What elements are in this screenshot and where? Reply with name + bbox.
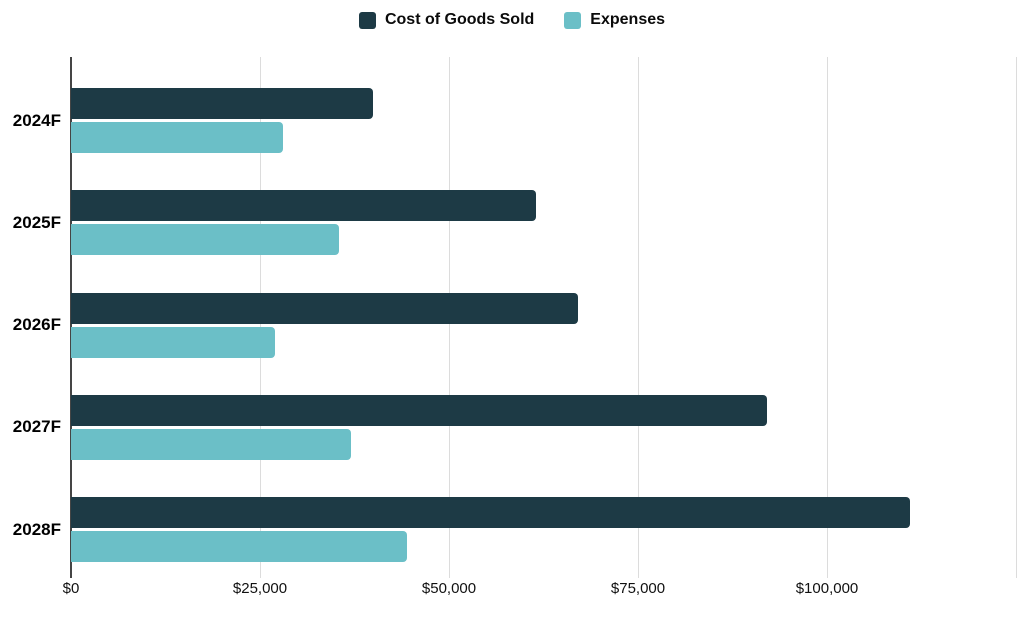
category-label: 2024F [12, 110, 61, 130]
bar-cost-of-goods-sold [71, 497, 911, 529]
bar-cost-of-goods-sold [71, 88, 374, 120]
bar-expenses [71, 428, 351, 460]
bars-container: 2024F [13, 88, 1016, 154]
bar-expenses [71, 326, 276, 358]
x-axis: $0 $25,000 $50,000 $75,000 $100,000 [63, 580, 1016, 604]
legend-label: Expenses [590, 11, 666, 28]
x-axis-label: $75,000 [610, 580, 666, 597]
bar-group: 2027F [13, 364, 1016, 466]
bars-container: 2027F [13, 394, 1016, 460]
bar-group: 2025F [13, 159, 1016, 261]
category-label: 2025F [12, 212, 61, 232]
bar-expenses [71, 122, 283, 154]
bar-group: 2026F [13, 261, 1016, 363]
bars-container: 2026F [13, 292, 1016, 358]
bar-group: 2028F [13, 466, 1016, 568]
bar-cost-of-goods-sold [71, 292, 578, 324]
legend-item-cost-of-goods-sold: Cost of Goods Sold [358, 11, 535, 29]
gridline [827, 57, 828, 578]
legend-swatch-cost-of-goods-sold [358, 11, 376, 29]
legend-item-expenses: Expenses [564, 11, 665, 29]
category-label: 2027F [12, 417, 61, 437]
category-label: 2026F [12, 315, 61, 335]
chart-legend: Cost of Goods Sold Expenses [0, 11, 1024, 29]
x-axis-label: $100,000 [795, 580, 859, 597]
legend-swatch-expenses [564, 11, 582, 29]
gridline [638, 57, 639, 578]
x-axis-label: $0 [62, 580, 80, 597]
bar-expenses [71, 531, 408, 563]
gridline [1016, 57, 1017, 578]
x-axis-label: $25,000 [232, 580, 288, 597]
legend-label: Cost of Goods Sold [384, 11, 535, 28]
bars-container: 2028F [13, 497, 1016, 563]
plot-area: 2024F 2025F 2026F 2027F 2028F [13, 57, 1017, 578]
bars-container: 2025F [13, 190, 1016, 256]
bar-cost-of-goods-sold [71, 190, 536, 222]
x-axis-label: $50,000 [421, 580, 477, 597]
bar-expenses [71, 224, 340, 256]
category-label: 2028F [12, 519, 61, 539]
bar-cost-of-goods-sold [71, 394, 767, 426]
bar-group: 2024F [13, 57, 1016, 159]
